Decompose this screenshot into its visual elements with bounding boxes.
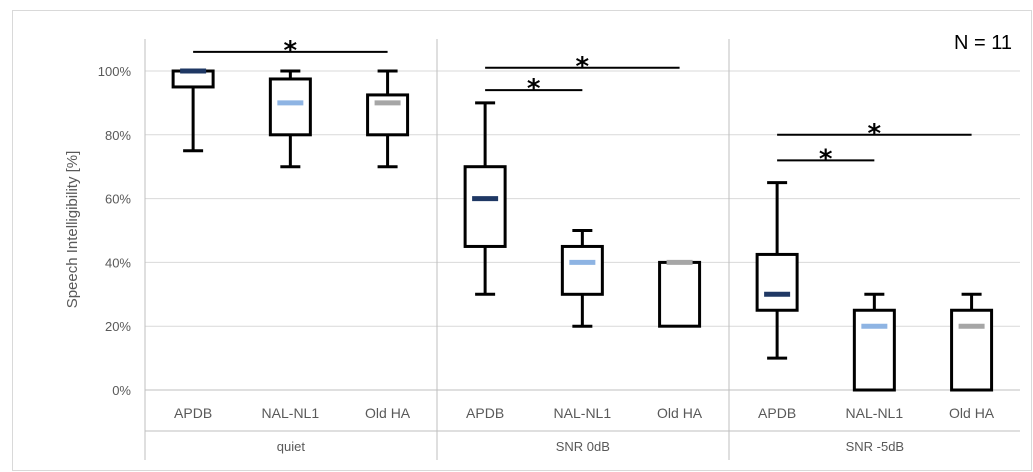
- category-label: APDB: [174, 405, 212, 421]
- category-label: APDB: [466, 405, 504, 421]
- box: [270, 79, 310, 135]
- box: [465, 167, 505, 247]
- box: [854, 310, 894, 390]
- group-label: SNR -5dB: [846, 439, 905, 454]
- significance-star: *: [819, 144, 833, 174]
- y-tick-label: 20%: [105, 319, 131, 334]
- category-label: Old HA: [657, 405, 703, 421]
- y-tick-label: 100%: [98, 64, 132, 79]
- significance-star: *: [576, 52, 590, 82]
- significance-star: *: [284, 36, 298, 66]
- category-label: Old HA: [365, 405, 411, 421]
- group-label: SNR 0dB: [556, 439, 610, 454]
- group-label: quiet: [277, 439, 306, 454]
- category-label: NAL-NL1: [846, 405, 904, 421]
- category-label: NAL-NL1: [262, 405, 320, 421]
- y-tick-label: 60%: [105, 192, 131, 207]
- box: [757, 254, 797, 310]
- y-tick-label: 0%: [112, 383, 131, 398]
- category-label: NAL-NL1: [554, 405, 612, 421]
- significance-star: *: [868, 119, 882, 149]
- y-tick-label: 40%: [105, 255, 131, 270]
- sample-size-annotation: N = 11: [954, 32, 1012, 54]
- y-axis-label: Speech Intelligibility [%]: [64, 151, 81, 309]
- box: [660, 262, 700, 326]
- box: [562, 246, 602, 294]
- category-label: Old HA: [949, 405, 995, 421]
- significance-star: *: [527, 74, 541, 104]
- category-label: APDB: [758, 405, 796, 421]
- y-tick-label: 80%: [105, 128, 131, 143]
- box: [952, 310, 992, 390]
